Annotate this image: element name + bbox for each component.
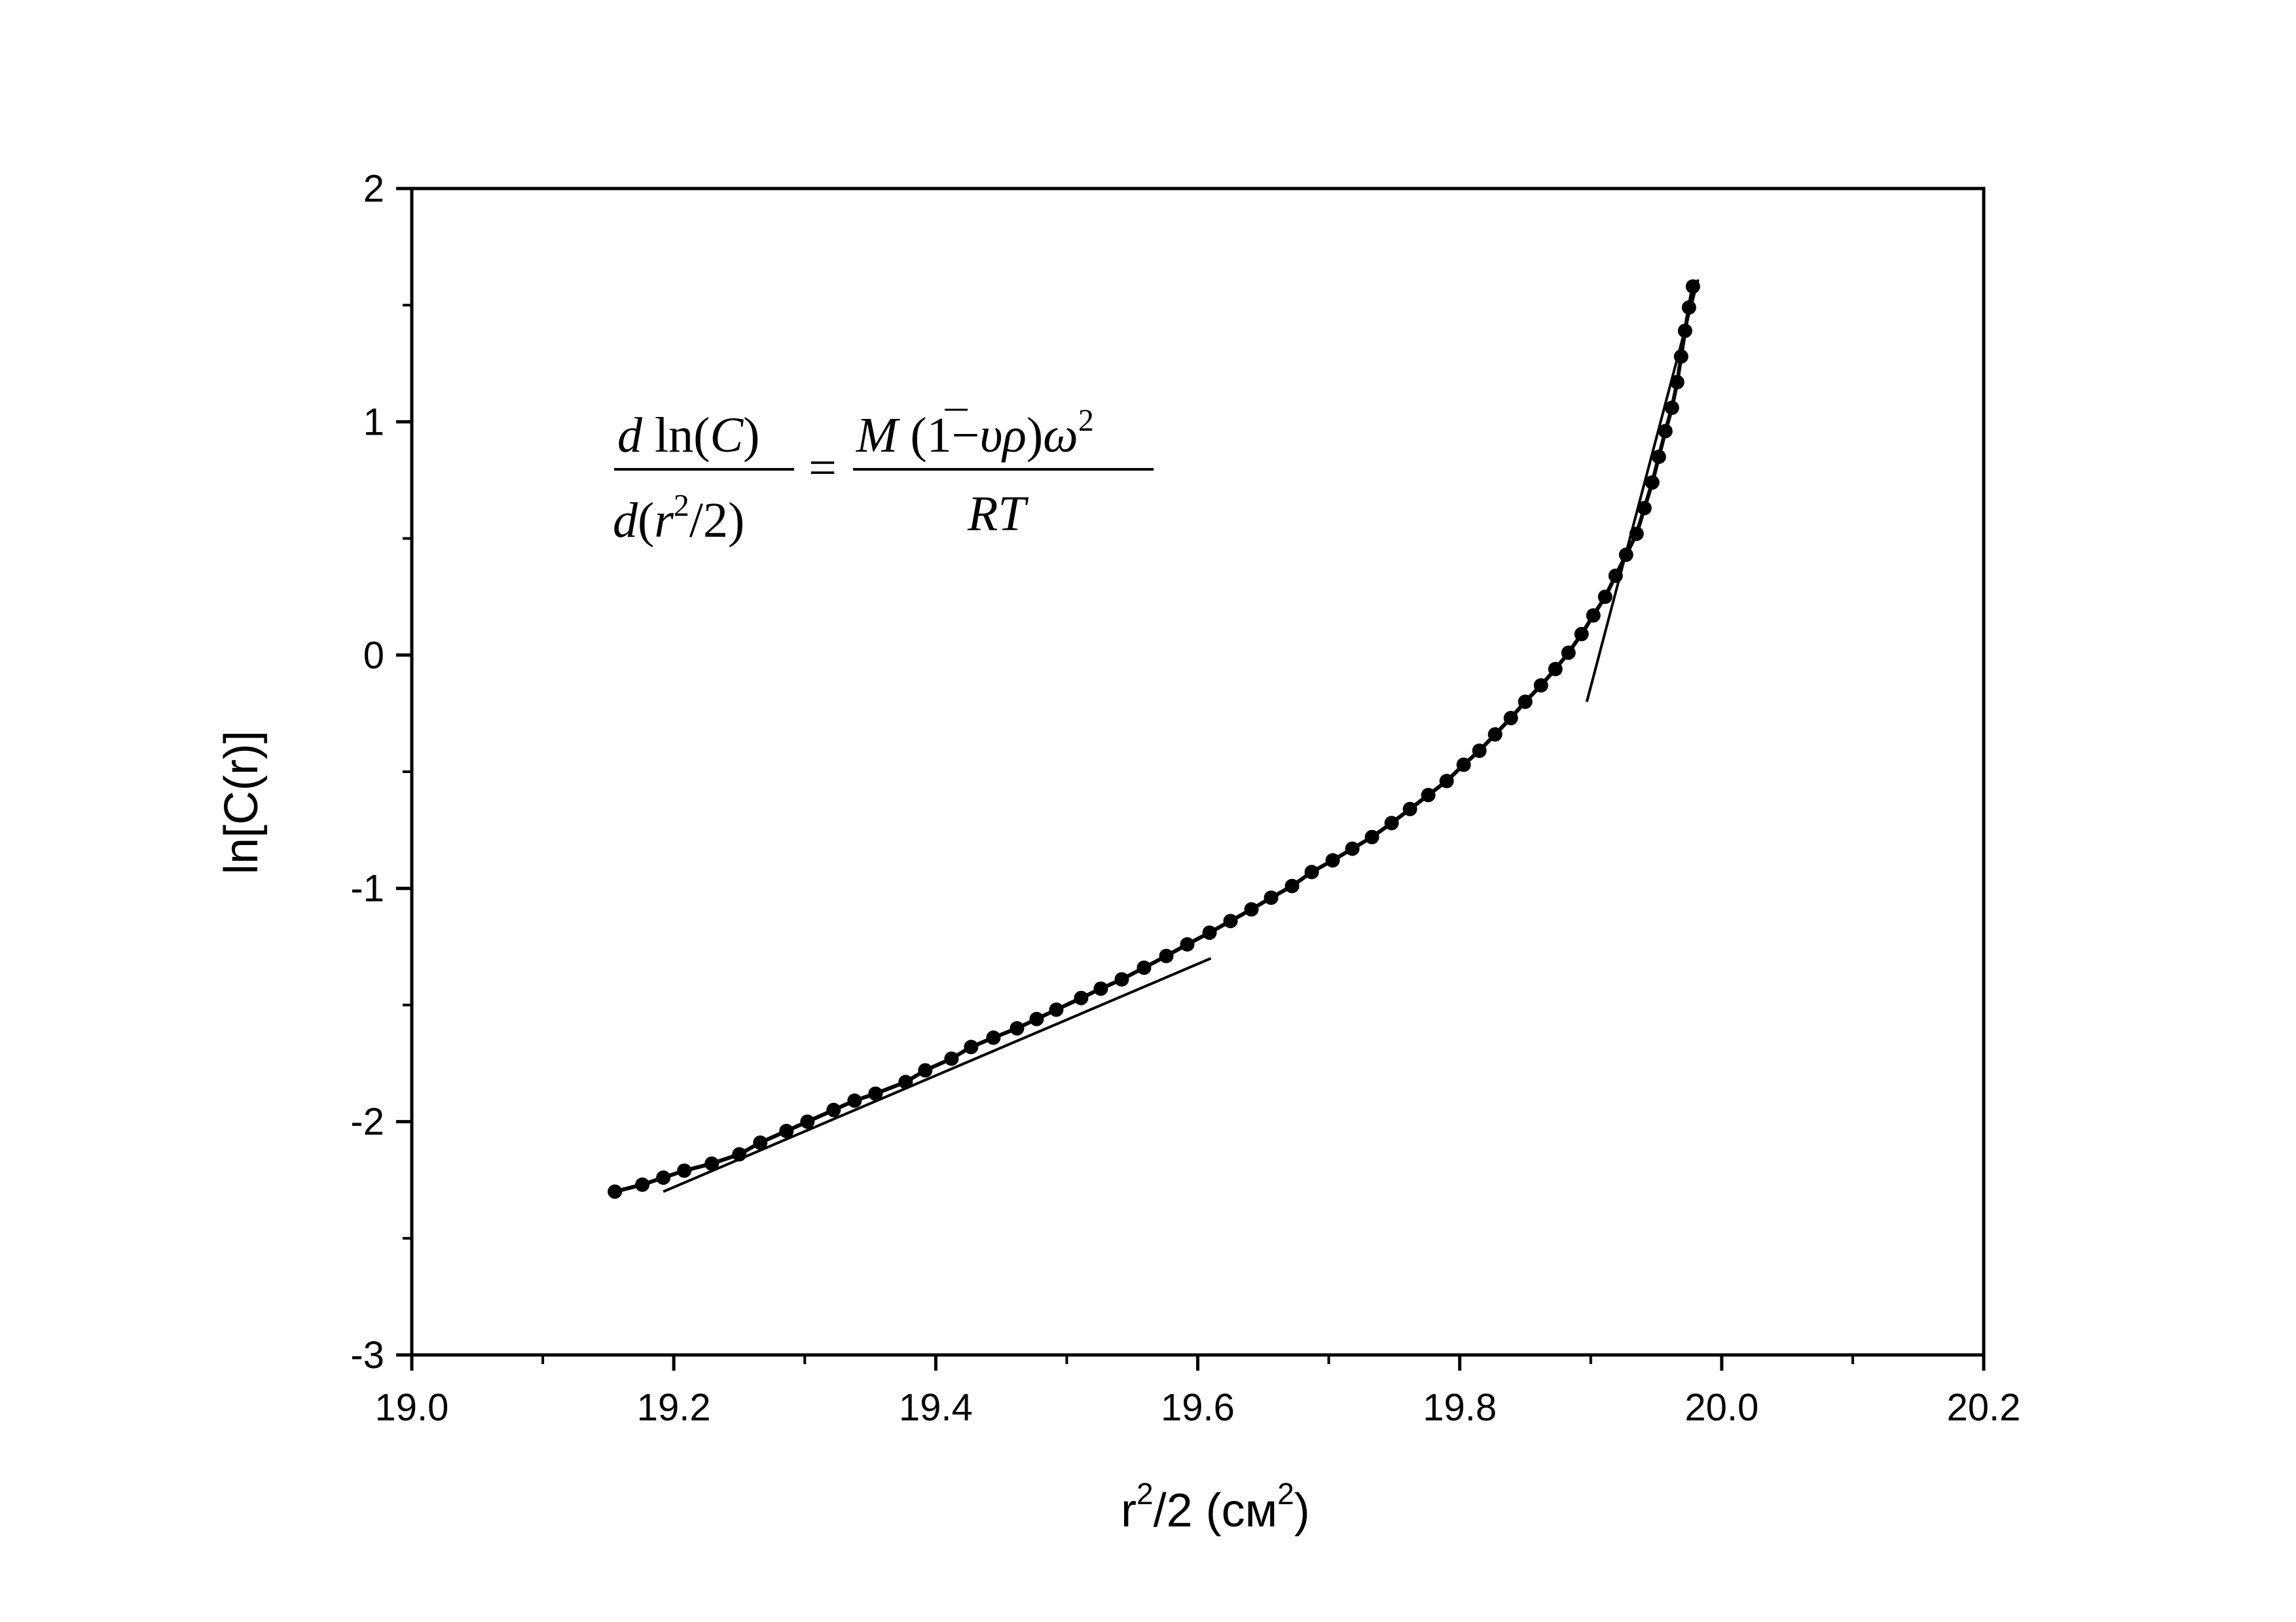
data-point: [800, 1114, 815, 1129]
data-point: [1681, 300, 1696, 315]
y-axis-title: ln[C(r)]: [215, 730, 268, 874]
data-point: [826, 1102, 841, 1117]
data-point: [1010, 1021, 1025, 1036]
y-tick-label: 0: [363, 634, 384, 677]
data-point: [1223, 914, 1238, 929]
data-point: [1364, 829, 1379, 844]
data-point: [868, 1086, 883, 1101]
data-point: [677, 1163, 692, 1178]
data-point: [732, 1147, 747, 1162]
data-point: [1345, 841, 1360, 856]
data-point: [1264, 890, 1279, 905]
data-point: [1137, 960, 1152, 975]
formula-annotation: d ln(C) d(r2/2) = M (1−υρ)ω2 RT: [613, 403, 1154, 548]
data-point: [1421, 787, 1436, 802]
data-point: [1618, 547, 1633, 562]
data-point: [1574, 626, 1589, 641]
x-tick-label: 19.8: [1423, 1386, 1497, 1429]
data-point: [1093, 981, 1108, 996]
y-tick-label: 1: [363, 401, 384, 443]
data-point: [1548, 662, 1563, 677]
data-point: [1629, 526, 1644, 541]
data-point: [964, 1039, 979, 1054]
series-points: [608, 279, 1700, 1199]
svg-text:=: =: [809, 441, 837, 496]
data-point: [1645, 475, 1660, 490]
data-point: [1561, 645, 1576, 660]
tangent-lines: [663, 279, 1700, 1193]
series-line: [614, 286, 1695, 1194]
data-point: [1637, 501, 1652, 516]
data-point: [1503, 711, 1518, 726]
data-point: [1669, 374, 1685, 389]
y-tick-label: 2: [363, 168, 384, 210]
data-point: [753, 1135, 768, 1150]
svg-text:RT: RT: [967, 486, 1029, 541]
data-point: [1533, 678, 1548, 693]
data-point: [1472, 743, 1487, 758]
data-point: [1304, 865, 1319, 880]
data-point: [1685, 279, 1700, 294]
data-point: [1114, 972, 1129, 987]
x-tick-label: 19.0: [375, 1386, 449, 1429]
y-tick-label: -2: [350, 1101, 384, 1144]
data-point: [1664, 401, 1679, 416]
data-point: [1074, 990, 1089, 1005]
data-point: [1049, 1002, 1064, 1017]
data-point: [1608, 568, 1623, 583]
svg-text:d(r2/2): d(r2/2): [613, 488, 744, 548]
data-point: [608, 1184, 623, 1199]
tangent-line: [663, 957, 1212, 1193]
data-point: [1244, 902, 1259, 917]
x-axis-title: r2/2 (см2): [1121, 1477, 1310, 1537]
data-point: [1439, 774, 1454, 789]
svg-text:M (1−υρ)ω2: M (1−υρ)ω2: [856, 403, 1094, 463]
data-point: [1029, 1011, 1044, 1026]
data-point: [779, 1123, 794, 1138]
data-point: [1597, 589, 1613, 604]
data-point: [986, 1030, 1001, 1045]
data-point: [1518, 694, 1533, 710]
data-point: [704, 1156, 720, 1171]
data-point: [944, 1051, 959, 1066]
y-tick-label: -3: [350, 1334, 384, 1377]
data-point: [918, 1063, 933, 1078]
data-point: [1677, 323, 1692, 338]
y-axis-ticks: [396, 187, 412, 1357]
data-point: [1651, 449, 1666, 464]
data-point: [1456, 757, 1471, 772]
data-point: [656, 1170, 671, 1185]
x-axis-title-sup: 2: [1137, 1477, 1154, 1511]
data-series: [608, 279, 1700, 1199]
data-point: [1325, 853, 1340, 868]
data-point: [1180, 937, 1195, 952]
data-point: [1159, 948, 1174, 964]
y-tick-label: -1: [350, 867, 384, 910]
data-point: [1487, 727, 1503, 742]
data-point: [1402, 802, 1417, 817]
y-axis-tick-labels: -3 -2 -1 0 1 2: [350, 168, 384, 1377]
data-point: [1202, 925, 1217, 940]
x-axis-tick-labels: 19.0 19.2 19.4 19.6 19.8 20.0 20.2: [375, 1386, 2021, 1429]
x-axis-ticks: [410, 1355, 1986, 1371]
x-tick-label: 20.0: [1685, 1386, 1758, 1429]
data-point: [898, 1075, 913, 1090]
svg-text:d ln(C): d ln(C): [617, 408, 759, 463]
x-axis-title-rest: /2 (см: [1154, 1485, 1278, 1537]
x-tick-label: 19.2: [637, 1386, 711, 1429]
data-point: [1673, 349, 1688, 364]
x-axis-title-sup2: 2: [1277, 1477, 1294, 1511]
data-point: [1285, 878, 1300, 893]
x-tick-label: 20.2: [1947, 1386, 2021, 1429]
data-point: [1586, 608, 1601, 623]
x-axis-title-close: ): [1294, 1485, 1310, 1537]
x-tick-label: 19.6: [1161, 1386, 1235, 1429]
x-tick-label: 19.4: [899, 1386, 973, 1429]
data-point: [1384, 816, 1399, 831]
data-point: [635, 1177, 650, 1192]
x-axis-title-base: r: [1121, 1485, 1137, 1537]
data-point: [847, 1093, 862, 1108]
data-point: [1658, 424, 1673, 439]
